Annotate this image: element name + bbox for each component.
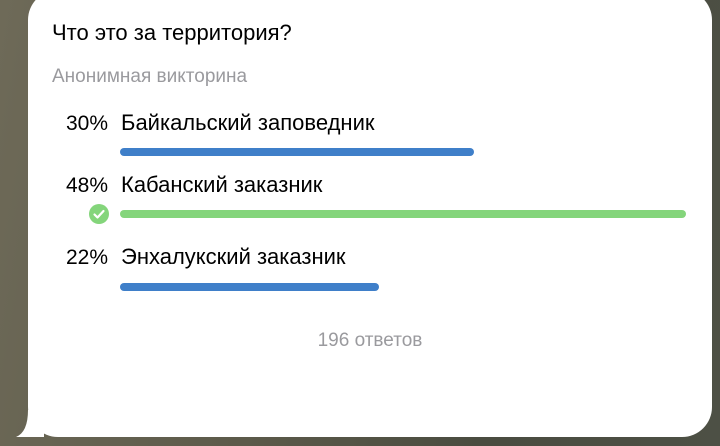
option-text: Энхалукский заказник bbox=[121, 244, 346, 269]
poll-message-bubble bbox=[28, 0, 712, 437]
poll-question: Что это за территория? bbox=[52, 20, 292, 45]
check-circle-icon bbox=[89, 204, 109, 224]
option-result-bar bbox=[120, 283, 380, 291]
option-percent: 30% bbox=[65, 112, 108, 135]
votes-count[interactable]: 196 ответов bbox=[317, 330, 423, 351]
option-result-bar bbox=[120, 148, 474, 156]
poll-type: Анонимная викторина bbox=[52, 66, 248, 87]
option-result-bar bbox=[120, 210, 686, 218]
option-percent: 22% bbox=[65, 246, 108, 269]
option-percent: 48% bbox=[65, 174, 108, 197]
option-text: Байкальский заповедник bbox=[121, 110, 375, 135]
option-text: Кабанский заказник bbox=[121, 172, 323, 197]
